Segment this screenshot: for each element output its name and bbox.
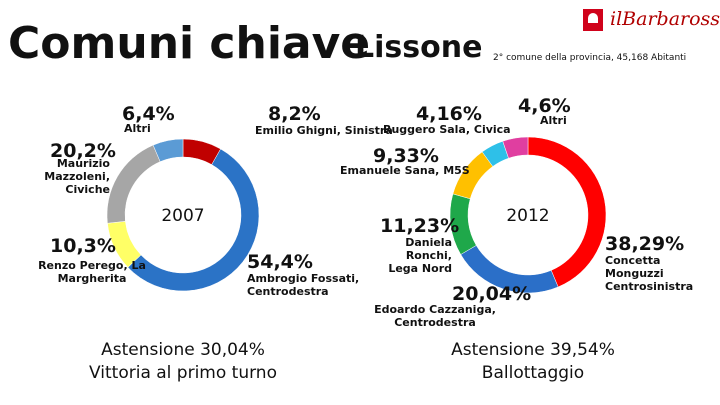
donut-segment — [502, 136, 529, 159]
category-label: Edoardo Cazzaniga, Centrodestra — [374, 303, 496, 329]
donut-segment — [127, 148, 260, 292]
category-label: Concetta Monguzzi Centrosinistra — [605, 254, 694, 293]
category-label: Maurizio Mazzoleni, Civiche — [44, 157, 110, 196]
donut-segment — [152, 138, 184, 163]
center-label: 2007 — [161, 206, 204, 226]
logo-icon — [583, 9, 603, 31]
subtitle: 2° comune della provincia, 45,168 Abitan… — [493, 53, 687, 63]
footer-text: Astensione 30,04% — [101, 340, 265, 360]
value-label: 4,16% — [416, 103, 482, 125]
value-label: 54,4% — [247, 251, 313, 273]
category-label: Ambrogio Fossati, Centrodestra — [247, 272, 360, 298]
category-label: Daniela Ronchi, Lega Nord — [388, 236, 452, 275]
value-label: 20,2% — [50, 140, 116, 162]
value-label: 10,3% — [50, 235, 116, 257]
center-label: 2012 — [506, 206, 549, 226]
category-label: Altri — [540, 114, 567, 127]
logo: ilBarbarossa — [610, 8, 720, 30]
category-label: Ruggero Sala, Civica — [383, 123, 511, 136]
footer-text: Vittoria al primo turno — [89, 363, 277, 383]
value-label: 9,33% — [373, 145, 439, 167]
category-label: Emanuele Sana, M5S — [340, 164, 470, 177]
value-label: 11,23% — [380, 215, 460, 237]
value-label: 20,04% — [452, 283, 532, 305]
value-label: 38,29% — [605, 233, 685, 255]
category-label: Altri — [124, 122, 151, 135]
category-label: Renzo Perego, La Margherita — [38, 259, 146, 285]
city-name: Lissone — [355, 30, 483, 65]
value-label: 6,4% — [122, 103, 175, 125]
footer-text: Ballottaggio — [481, 363, 585, 383]
category-label: Emilio Ghigni, Sinistra — [255, 124, 393, 137]
value-label: 8,2% — [268, 103, 321, 125]
footer-text: Astensione 39,54% — [451, 340, 615, 360]
slide-title: Comuni chiave — [8, 18, 371, 69]
value-label: 4,6% — [518, 95, 571, 117]
